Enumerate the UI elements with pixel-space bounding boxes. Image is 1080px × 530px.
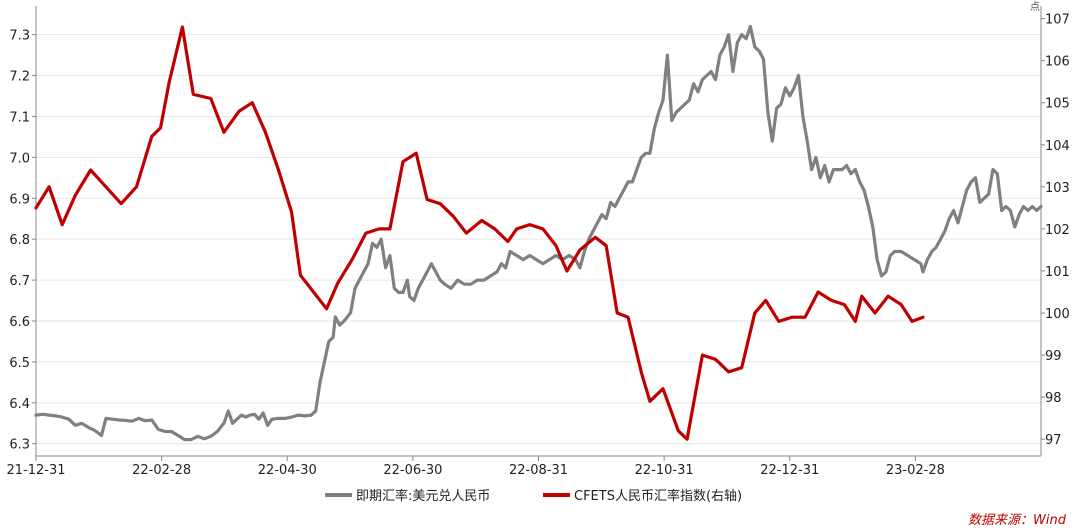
right-tick-label-6: 103 [1045,181,1070,196]
left-axis-tick-labels: 6.3 6.4 6.5 6.6 6.7 6.8 6.9 7.0 7.1 7.2 7.3 [9,29,36,453]
x-tick-label-7: 23-02-28 [886,463,945,478]
x-tick-label-4: 22-08-31 [509,463,568,478]
right-tick-label-7: 104 [1045,139,1070,154]
right-axis-tick-labels: 97 98 99 100 101 102 103 104 105 106 107 [1041,13,1070,448]
right-tick-label-10: 107 [1045,13,1070,28]
x-tick-label-6: 22-12-31 [760,463,819,478]
right-tick-label-5: 102 [1045,223,1070,238]
legend-label-cfets-index: CFETS人民币汇率指数(右轴) [574,488,742,504]
grid-lines [36,34,1041,445]
right-tick-label-8: 105 [1045,97,1070,112]
legend-label-spot-rate: 即期汇率:美元兑人民币 [356,488,490,504]
left-tick-label-3: 6.6 [9,315,30,330]
left-tick-label-9: 7.2 [9,70,30,85]
series-line-spot-rate [34,24,1043,442]
x-tick-label-1: 22-02-28 [132,463,191,478]
legend: 即期汇率:美元兑人民币 CFETS人民币汇率指数(右轴) [325,488,742,504]
right-tick-label-9: 106 [1045,55,1070,70]
left-tick-label-10: 7.3 [9,29,30,44]
left-tick-label-8: 7.1 [9,110,30,125]
axes [35,6,1042,457]
series-line-cfets-index [34,25,925,441]
left-tick-label-2: 6.5 [9,356,30,371]
right-axis-unit: 点 [1030,1,1040,13]
x-tick-label-0: 21-12-31 [6,463,65,478]
left-tick-label-0: 6.3 [9,438,30,453]
right-tick-label-2: 99 [1045,349,1062,364]
left-tick-label-1: 6.4 [9,397,30,412]
left-tick-label-5: 6.8 [9,233,30,248]
series-lines [34,24,1043,442]
right-tick-label-0: 97 [1045,433,1062,448]
x-tick-label-3: 22-06-30 [383,463,442,478]
x-tick-label-2: 22-04-30 [258,463,317,478]
left-tick-label-7: 7.0 [9,151,30,166]
right-tick-label-1: 98 [1045,391,1062,406]
right-tick-label-3: 100 [1045,307,1070,322]
left-tick-label-4: 6.7 [9,274,30,289]
x-axis-tick-labels: 21-12-31 22-02-28 22-04-30 22-06-30 22-08-31… [6,456,945,478]
left-tick-label-6: 6.9 [9,192,30,207]
x-tick-label-5: 22-10-31 [635,463,694,478]
right-tick-label-4: 101 [1045,265,1070,280]
source-note: 数据来源：Wind [968,513,1067,528]
